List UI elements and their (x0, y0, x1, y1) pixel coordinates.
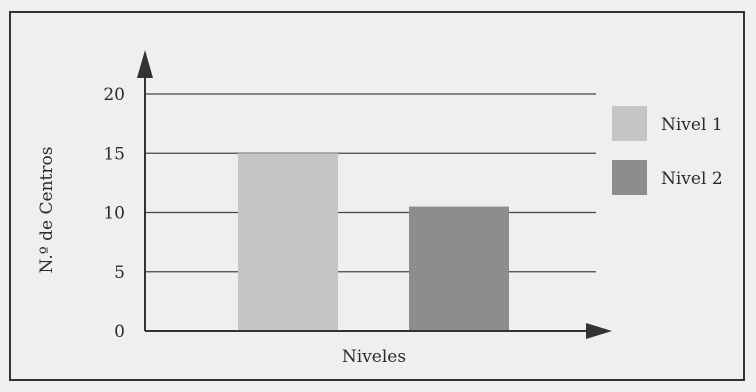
legend-label-nivel-1: Nivel 1 (661, 115, 723, 135)
y-tick-label: 0 (114, 322, 125, 342)
bar-nivel-2 (409, 206, 509, 331)
bar-nivel-1 (238, 153, 338, 331)
legend: Nivel 1 Nivel 2 (612, 106, 723, 195)
y-tick-label: 20 (103, 85, 125, 105)
legend-swatch-nivel-2 (612, 160, 647, 195)
y-tick-labels: 0 5 10 15 20 (103, 85, 125, 342)
y-tick-label: 10 (103, 204, 125, 224)
legend-swatch-nivel-1 (612, 106, 647, 141)
bars (238, 153, 509, 331)
x-axis-arrow-icon (586, 323, 612, 339)
y-axis-arrow-icon (137, 50, 153, 78)
y-tick-label: 15 (103, 144, 125, 164)
axes (137, 50, 612, 339)
legend-label-nivel-2: Nivel 2 (661, 169, 723, 189)
y-tick-label: 5 (114, 263, 125, 283)
chart-border (9, 11, 745, 381)
y-axis-label: N.º de Centros (37, 147, 57, 274)
x-axis-label: Niveles (342, 347, 406, 367)
gridlines (145, 93, 596, 273)
